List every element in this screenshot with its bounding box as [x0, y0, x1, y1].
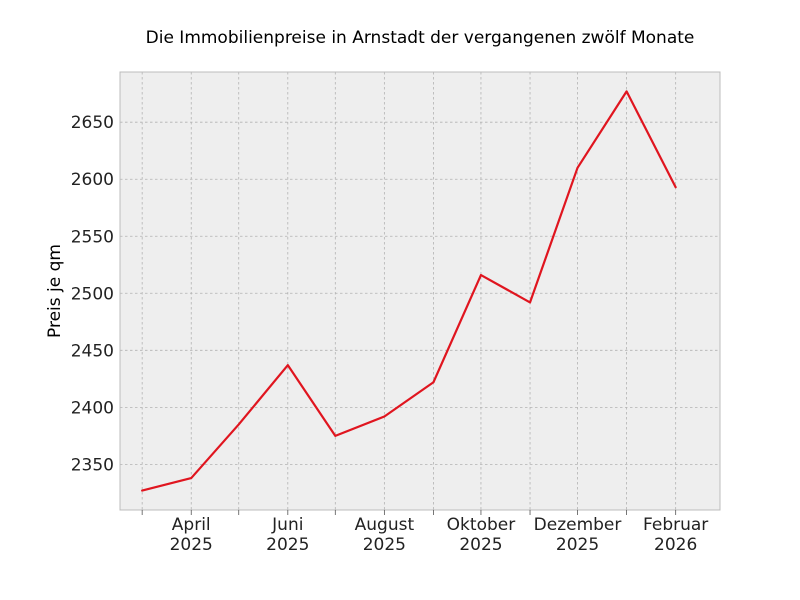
x-tick-label-year: 2025: [170, 535, 213, 555]
y-tick-label: 2450: [71, 341, 114, 361]
tick-marks: [141, 510, 677, 515]
x-tick-label-month: April: [172, 515, 211, 535]
y-tick-label: 2550: [71, 227, 114, 247]
y-axis-tick-labels: 2350 2400 2450 2500 2550 2600 2650: [71, 113, 114, 475]
x-tick-label-year: 2026: [654, 535, 697, 555]
x-tick-label-month: Dezember: [534, 515, 622, 535]
x-tick-label-month: Juni: [271, 515, 303, 535]
y-tick-label: 2650: [71, 113, 114, 133]
x-axis-tick-labels: April2025Juni2025August2025Oktober2025De…: [170, 515, 709, 555]
x-tick-label-year: 2025: [459, 535, 502, 555]
x-tick-label-year: 2025: [266, 535, 309, 555]
grid: [120, 72, 720, 510]
chart-title: Die Immobilienpreise in Arnstadt der ver…: [146, 28, 695, 48]
series-line: [141, 90, 677, 492]
series-layer: [141, 90, 677, 492]
y-tick-label: 2400: [71, 398, 114, 418]
plot-area: [120, 72, 720, 510]
x-tick-label-month: Februar: [643, 515, 708, 535]
y-tick-label: 2500: [71, 284, 114, 304]
y-tick-label: 2600: [71, 170, 114, 190]
y-tick-label: 2350: [71, 455, 114, 475]
y-axis-label: Preis je qm: [45, 244, 65, 338]
x-tick-label-year: 2025: [556, 535, 599, 555]
x-tick-label-month: Oktober: [447, 515, 516, 535]
x-tick-label-year: 2025: [363, 535, 406, 555]
x-tick-label-month: August: [355, 515, 415, 535]
plot-frame: [119, 71, 721, 511]
